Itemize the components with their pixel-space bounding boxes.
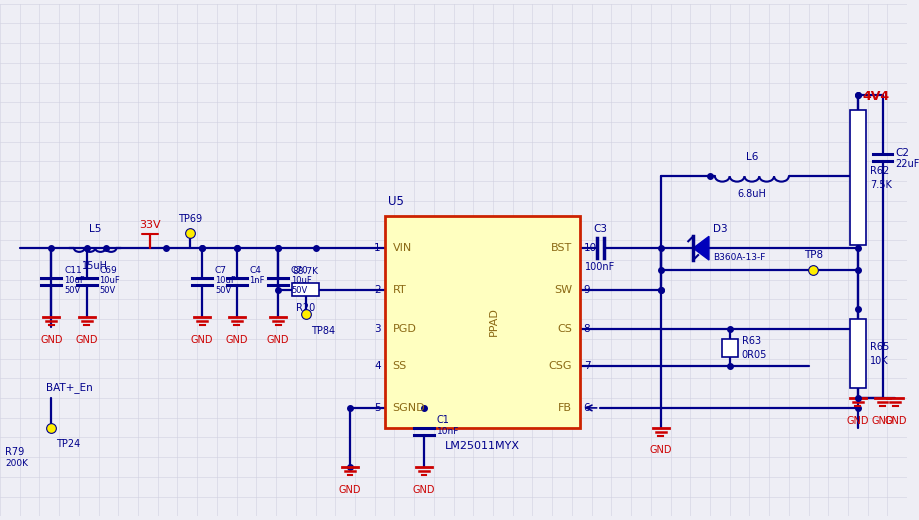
Text: RT: RT (392, 284, 406, 295)
Text: 10uF: 10uF (64, 276, 85, 284)
Text: C70: C70 (290, 266, 308, 275)
Text: 88.7K: 88.7K (292, 267, 318, 276)
Text: PPAD: PPAD (489, 307, 498, 336)
Text: GND: GND (338, 485, 361, 495)
Text: BST: BST (550, 243, 572, 253)
Text: SW: SW (553, 284, 572, 295)
Text: TP8: TP8 (803, 250, 823, 260)
Text: 10K: 10K (868, 356, 888, 366)
Text: 200K: 200K (5, 459, 28, 468)
Text: GND: GND (190, 335, 213, 345)
Text: 1: 1 (374, 243, 380, 253)
Text: 10nF: 10nF (437, 426, 459, 436)
FancyBboxPatch shape (384, 216, 579, 427)
Text: 7.5K: 7.5K (868, 179, 891, 190)
Text: GND: GND (845, 416, 868, 426)
Text: SS: SS (392, 361, 406, 371)
Text: 33V: 33V (139, 220, 161, 230)
Text: SGND: SGND (392, 403, 425, 413)
Text: FB: FB (557, 403, 572, 413)
Text: C11: C11 (64, 266, 82, 275)
Text: 6: 6 (584, 403, 590, 413)
Text: 50V: 50V (215, 285, 231, 294)
Text: 6.8uH: 6.8uH (737, 189, 766, 199)
Text: 10uF: 10uF (290, 276, 312, 284)
Text: CS: CS (556, 324, 572, 334)
FancyBboxPatch shape (291, 283, 319, 296)
Text: L6: L6 (745, 152, 757, 162)
Text: C69: C69 (99, 266, 118, 275)
Text: 9: 9 (584, 284, 590, 295)
Text: 2: 2 (374, 284, 380, 295)
Text: 10: 10 (584, 243, 596, 253)
Text: R62: R62 (868, 166, 888, 176)
Text: TP84: TP84 (311, 326, 335, 336)
Text: R20: R20 (296, 303, 315, 314)
Text: 50V: 50V (290, 285, 307, 294)
Text: 10uF: 10uF (99, 276, 120, 284)
Text: 50V: 50V (64, 285, 80, 294)
Text: L5: L5 (89, 224, 101, 235)
Text: B360A-13-F: B360A-13-F (712, 253, 765, 262)
Text: TP69: TP69 (178, 214, 202, 224)
Text: 10uF: 10uF (215, 276, 235, 284)
Text: 4V4: 4V4 (862, 90, 889, 103)
Text: 8: 8 (584, 324, 590, 334)
Text: GND: GND (75, 335, 98, 345)
Text: VIN: VIN (392, 243, 411, 253)
FancyBboxPatch shape (849, 319, 865, 388)
Text: 50V: 50V (99, 285, 116, 294)
Text: BAT+_En: BAT+_En (46, 382, 93, 393)
Text: GND: GND (40, 335, 62, 345)
Text: C2: C2 (894, 148, 908, 158)
Text: 3: 3 (374, 324, 380, 334)
Text: C1: C1 (437, 414, 449, 425)
FancyBboxPatch shape (849, 110, 865, 245)
Text: 100nF: 100nF (584, 262, 615, 272)
Text: C7: C7 (215, 266, 227, 275)
Text: GND: GND (413, 485, 435, 495)
Text: 22uF: 22uF (894, 159, 919, 170)
Text: 4: 4 (374, 361, 380, 371)
Text: D3: D3 (712, 224, 727, 235)
Text: R65: R65 (868, 342, 888, 352)
Text: PGD: PGD (392, 324, 416, 334)
Text: 1nF: 1nF (249, 276, 265, 284)
Text: C3: C3 (593, 224, 607, 235)
Text: LM25011MYX: LM25011MYX (444, 441, 519, 451)
FancyBboxPatch shape (721, 339, 737, 357)
Polygon shape (692, 236, 709, 260)
Text: TP24: TP24 (56, 439, 80, 449)
Text: 5: 5 (374, 403, 380, 413)
Text: R79: R79 (5, 447, 24, 458)
Text: U5: U5 (387, 194, 403, 207)
Text: CSG: CSG (548, 361, 572, 371)
Text: 0R05: 0R05 (741, 349, 766, 360)
Text: GND: GND (225, 335, 247, 345)
Text: C4: C4 (249, 266, 261, 275)
Text: GND: GND (649, 445, 671, 456)
Text: GND: GND (267, 335, 289, 345)
Text: 7: 7 (584, 361, 590, 371)
Text: GND: GND (870, 416, 892, 426)
Text: 15uH: 15uH (82, 261, 108, 271)
Text: GND: GND (883, 416, 905, 426)
Text: R63: R63 (741, 336, 760, 346)
